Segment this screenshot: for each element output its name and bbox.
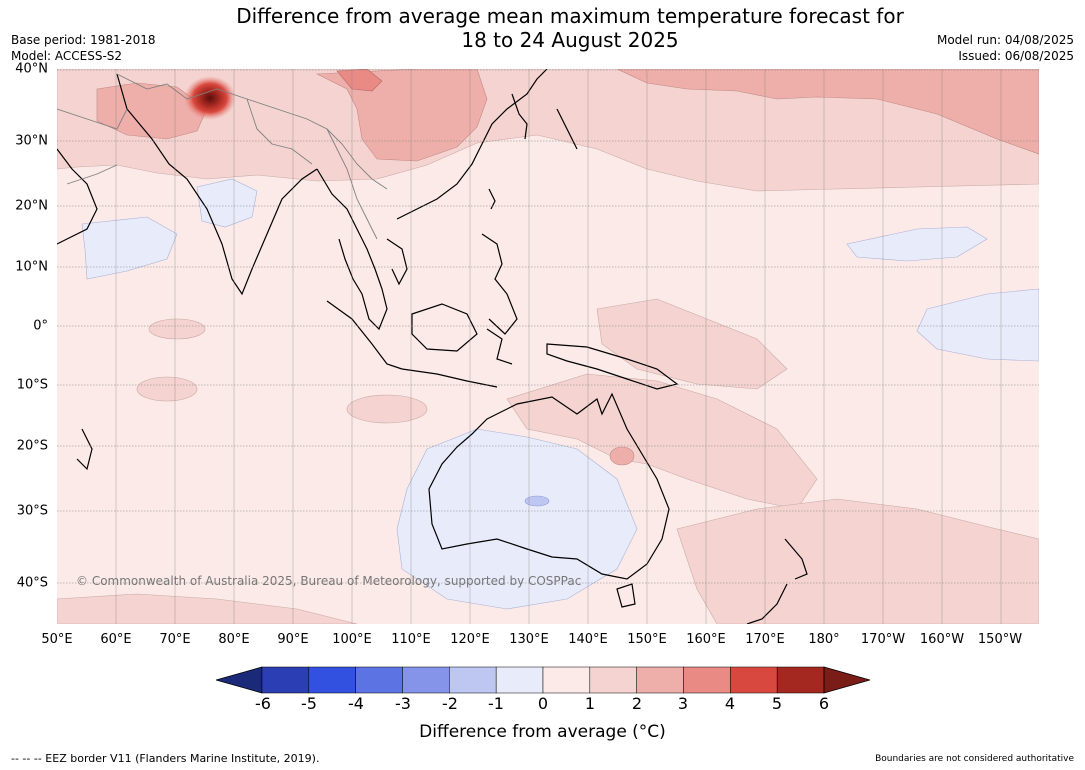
lat-label-30s: 30°S	[16, 503, 48, 519]
anomaly-map	[57, 69, 1039, 624]
lat-label-40s: 40°S	[16, 575, 48, 591]
lon-label-80e: 80°E	[218, 632, 250, 647]
chart-title: Difference from average mean maximum tem…	[0, 4, 1085, 52]
colorbar-tick: 0	[537, 694, 549, 713]
colorbar-tick: -1	[488, 694, 504, 713]
lat-label-40n: 40°N	[15, 61, 48, 77]
lon-label-70e: 70°E	[159, 632, 191, 647]
eez-border-note: -- -- -- EEZ border V11 (Flanders Marine…	[11, 752, 320, 765]
lat-label-20s: 20°S	[16, 438, 48, 454]
cool-region-pacific-north	[846, 226, 988, 262]
colorbar-segment	[730, 666, 778, 694]
model-run-text: Model run: 04/08/2025	[936, 33, 1074, 47]
lat-label-10n: 10°N	[15, 259, 48, 275]
colorbar-tick: 2	[631, 694, 643, 713]
colorbar-tick: 1	[584, 694, 596, 713]
issued-text: Issued: 06/08/2025	[958, 49, 1074, 63]
warm-patch-tasman	[346, 394, 428, 424]
hotspot-himalaya	[184, 76, 236, 120]
boundaries-disclaimer: Boundaries are not considered authoritat…	[875, 754, 1074, 764]
warm-region-south-pacific	[676, 498, 1039, 624]
title-line-1: Difference from average mean maximum tem…	[236, 4, 904, 28]
colorbar-arrow-high	[823, 666, 870, 694]
lon-label-130e: 130°E	[509, 632, 549, 647]
coastlines	[57, 69, 808, 624]
meta-left: Base period: 1981-2018 Model: ACCESS-S2	[11, 32, 156, 64]
colorbar	[216, 666, 870, 694]
colorbar-arrow-low	[216, 666, 263, 694]
lat-label-0: 0°	[33, 318, 48, 334]
cool-region-arabian-sea	[81, 216, 178, 280]
colorbar-segment	[636, 666, 684, 694]
warm-patch-queensland	[609, 446, 635, 466]
colorbar-segment	[683, 666, 731, 694]
model-text: Model: ACCESS-S2	[11, 49, 123, 63]
colorbar-tick: -5	[301, 694, 317, 713]
lon-label-50e: 50°E	[41, 632, 73, 647]
colorbar-tick: -6	[255, 694, 271, 713]
lat-label-10s: 10°S	[16, 377, 48, 393]
warm-region-china	[315, 69, 488, 162]
warm-patch-indian-ocean-2	[136, 376, 198, 402]
warm-region-southern-ocean-west	[57, 593, 358, 624]
warm-region-pakistan	[336, 69, 383, 92]
colorbar-segment	[495, 666, 544, 694]
colorbar-tick: 4	[724, 694, 736, 713]
cool-region-central-australia	[524, 495, 550, 507]
cool-region-australia	[396, 428, 638, 610]
warm-patch-indian-ocean	[148, 318, 206, 340]
lon-label-170w: 170°W	[860, 632, 906, 647]
colorbar-segment	[355, 666, 403, 694]
lon-label-100e: 100°E	[332, 632, 372, 647]
colorbar-segment	[402, 666, 450, 694]
lon-label-90e: 90°E	[277, 632, 309, 647]
colorbar-segment	[776, 666, 825, 694]
colorbar-tick: -3	[395, 694, 411, 713]
colorbar-segment	[589, 666, 637, 694]
meta-right: Model run: 04/08/2025 Issued: 06/08/2025	[937, 32, 1074, 64]
colorbar-label: Difference from average (°C)	[419, 722, 666, 742]
colorbar-tick: -2	[442, 694, 458, 713]
meridians	[115, 69, 1002, 624]
cool-region-india	[196, 178, 258, 228]
lon-label-140e: 140°E	[568, 632, 608, 647]
lon-label-60e: 60°E	[100, 632, 132, 647]
colorbar-tick: 3	[677, 694, 689, 713]
lon-label-150e: 150°E	[627, 632, 667, 647]
lon-label-170e: 170°E	[745, 632, 785, 647]
lat-label-30n: 30°N	[15, 133, 48, 149]
title-line-2: 18 to 24 August 2025	[461, 28, 679, 52]
lat-label-20n: 20°N	[15, 198, 48, 214]
colorbar-segment	[308, 666, 356, 694]
warm-region-north-pacific	[616, 69, 1039, 155]
colorbar-segment	[261, 666, 310, 694]
colorbar-segment	[542, 666, 591, 694]
colorbar-tick: -4	[348, 694, 364, 713]
lon-label-120e: 120°E	[450, 632, 490, 647]
lon-label-160w: 160°W	[919, 632, 965, 647]
lon-label-160e: 160°E	[686, 632, 726, 647]
colorbar-segment	[449, 666, 497, 694]
warm-region-north	[57, 69, 1039, 192]
colorbar-tick: 6	[818, 694, 830, 713]
lon-label-180: 180°	[808, 632, 840, 647]
cool-region-pacific-equator	[916, 288, 1039, 362]
copyright-text: © Commonwealth of Australia 2025, Bureau…	[76, 574, 582, 588]
lon-label-110e: 110°E	[391, 632, 431, 647]
base-period-text: Base period: 1981-2018	[11, 33, 156, 47]
lon-label-150w: 150°W	[977, 632, 1023, 647]
colorbar-tick: 5	[771, 694, 783, 713]
